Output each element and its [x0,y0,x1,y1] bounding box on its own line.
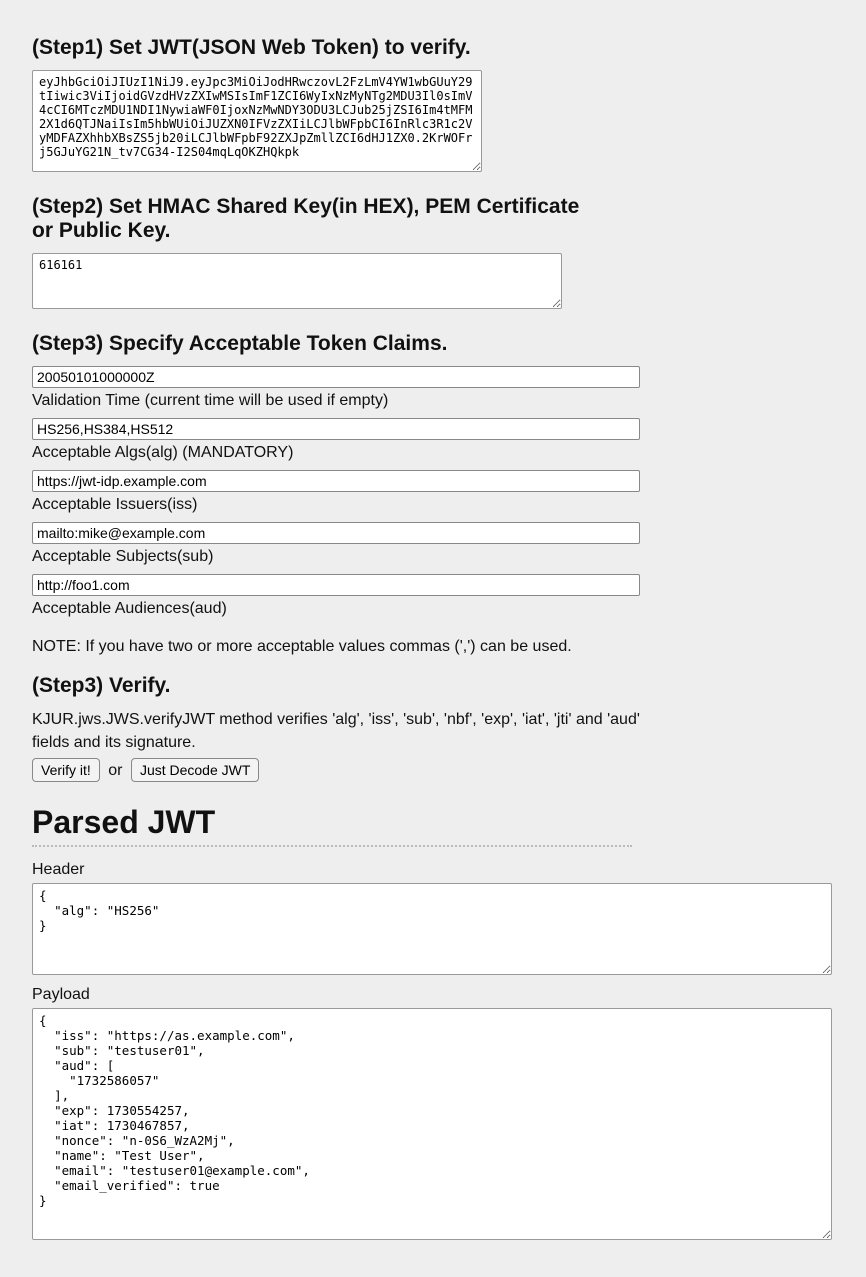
validation-time-input[interactable] [32,366,640,388]
alg-input[interactable] [32,418,640,440]
header-output-label: Header [32,861,834,879]
header-output[interactable] [32,883,832,975]
verify-button-row: Verify it! or Just Decode JWT [32,758,834,782]
jwt-verify-page: (Step1) Set JWT(JSON Web Token) to verif… [0,0,866,1275]
payload-output[interactable] [32,1008,832,1240]
verify-description: KJUR.jws.JWS.verifyJWT method verifies '… [32,708,652,754]
step3-verify-title: (Step3) Verify. [32,674,834,698]
step3-claims-title: (Step3) Specify Acceptable Token Claims. [32,332,834,356]
claims-note: NOTE: If you have two or more acceptable… [32,638,834,656]
aud-input[interactable] [32,574,640,596]
aud-label: Acceptable Audiences(aud) [32,600,834,618]
validation-time-label: Validation Time (current time will be us… [32,392,834,410]
payload-output-label: Payload [32,986,834,1004]
iss-input[interactable] [32,470,640,492]
key-input[interactable] [32,253,562,309]
iss-label: Acceptable Issuers(iss) [32,496,834,514]
alg-label: Acceptable Algs(alg) (MANDATORY) [32,444,834,462]
parsed-jwt-title: Parsed JWT [32,804,834,841]
divider [32,845,632,847]
sub-input[interactable] [32,522,640,544]
sub-label: Acceptable Subjects(sub) [32,548,834,566]
step2-title: (Step2) Set HMAC Shared Key(in HEX), PEM… [32,195,592,243]
step1-title: (Step1) Set JWT(JSON Web Token) to verif… [32,36,834,60]
jwt-input[interactable] [32,70,482,172]
decode-button[interactable]: Just Decode JWT [131,758,259,782]
or-text: or [108,762,122,779]
verify-button[interactable]: Verify it! [32,758,100,782]
